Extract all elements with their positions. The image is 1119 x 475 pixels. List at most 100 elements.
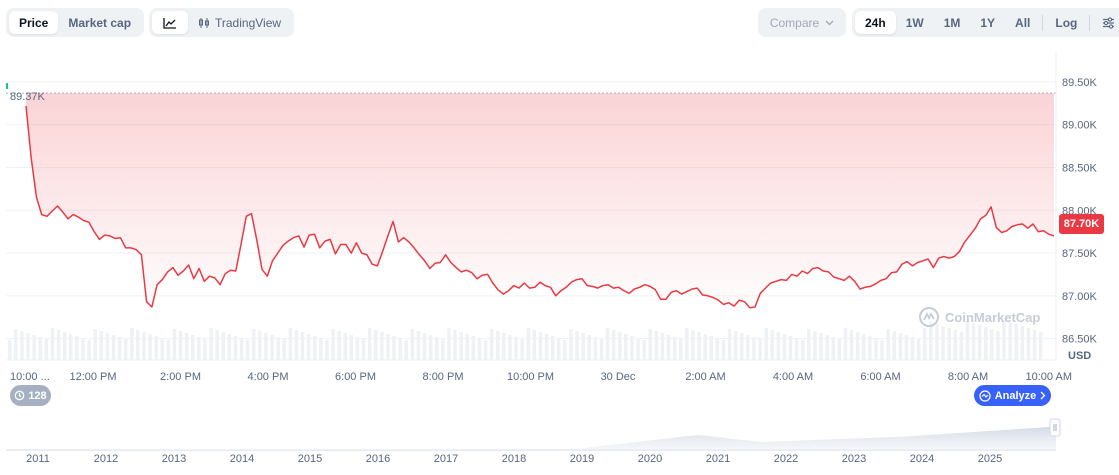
navigator-handle[interactable] [1049,418,1061,437]
range-1w[interactable]: 1W [905,15,924,30]
volume-bar [38,337,42,360]
volume-bar [343,333,347,360]
range-24h[interactable]: 24h [855,11,896,34]
volume-bar [1038,332,1043,360]
volume-bar [465,334,469,360]
volume-bar [532,330,537,360]
volume-bar [502,333,506,360]
tradingview-button[interactable]: TradingView [188,11,291,34]
x-tick-label: 10:00 ... [10,371,50,383]
y-tick-label: 88.50K [1062,163,1098,175]
volume-bar [801,340,805,360]
volume-bar [69,334,73,360]
volume-bar [496,331,500,360]
volume-bar [862,334,866,360]
volume-bar [886,329,890,360]
volume-bar [984,327,988,360]
navigator-year-label: 2021 [706,453,730,465]
range-navigator[interactable]: 2011 2012 2013 2014 2015 2016 2017 2018 2019 2020… [6,418,1061,465]
volume-bar [221,332,225,360]
volume-bar [636,338,640,360]
volume-bar [142,332,146,360]
volume-bar [965,321,970,360]
navigator-year-label: 2019 [570,453,594,465]
navigator-year-label: 2024 [910,453,934,465]
volume-bar [123,339,128,360]
navigator-year-label: 2020 [638,453,662,465]
volume-bar [819,333,823,360]
market-cap-tab[interactable]: Market cap [68,15,132,30]
volume-bar [477,338,482,360]
volume-bar [727,329,732,360]
volume-bar [233,336,238,360]
y-tick-label: 89.00K [1062,120,1098,132]
log-scale-toggle[interactable]: Log [1055,15,1078,30]
volume-bar [715,338,720,360]
volume-bar [1026,328,1031,360]
navigator-year-label: 2017 [434,453,458,465]
navigator-year-label: 2018 [502,453,526,465]
analyze-button[interactable]: Analyze [974,385,1051,406]
line-chart-button[interactable] [152,11,188,34]
y-tick-label: 87.00K [1062,291,1098,303]
volume-bar [441,339,445,360]
volume-bar [50,328,55,360]
volume-bar [105,333,110,360]
x-tick-label: 4:00 AM [773,371,813,383]
volume-bar [929,322,933,360]
open-price-label: 89.37K [10,91,46,103]
volume-bar [136,330,140,360]
volume-bar [367,328,372,360]
volume-bar [544,334,549,360]
volume-bar [178,331,183,360]
volume-bar [880,340,884,360]
compare-dropdown[interactable]: Compare [758,8,846,37]
price-tab[interactable]: Price [9,11,59,34]
volume-bar [581,333,585,360]
volume-bar [276,337,280,360]
volume-bar [154,336,158,360]
navigator-year-label: 2014 [230,453,254,465]
volume-bar [1002,320,1006,360]
volume-bar [1032,330,1037,360]
volume-bar [721,340,726,360]
navigator-year-label: 2025 [978,453,1002,465]
x-tick-label: 4:00 PM [248,371,289,383]
navigator-year-label: 2012 [94,453,118,465]
volume-bar [380,332,384,360]
range-1y[interactable]: 1Y [980,15,996,30]
volume-bar [20,331,24,360]
volume-bar [910,337,915,360]
volume-bar [703,334,707,360]
volume-bar [666,335,671,360]
volume-bar [642,340,646,360]
volume-bar [709,336,713,360]
volume-bar [435,337,439,360]
volume-bar [99,331,103,360]
volume-bar [843,328,848,360]
volume-bar [239,338,244,360]
toolbar-divider [1042,14,1044,31]
volume-bar [733,331,738,360]
volume-bar [874,338,878,360]
volume-bar [916,339,921,360]
y-tick-label: 87.50K [1062,248,1098,260]
volume-bar [508,335,512,360]
volume-bar [624,334,628,360]
volume-bar [947,328,951,360]
analyze-icon [979,389,991,402]
volume-bar [374,330,378,360]
volume-bar [215,330,219,360]
chart-settings-button[interactable] [1092,11,1119,34]
range-all[interactable]: All [1015,15,1031,30]
volume-bar [111,335,116,360]
history-button[interactable]: 128 [10,385,51,406]
sliders-icon [1102,16,1115,29]
volume-bar [130,328,134,360]
line-chart-icon [163,17,177,29]
range-1m[interactable]: 1M [943,15,961,30]
current-price-badge: 87.70K [1059,214,1104,234]
volume-bar [971,323,976,360]
watermark: CoinMarketCap [918,306,1040,328]
